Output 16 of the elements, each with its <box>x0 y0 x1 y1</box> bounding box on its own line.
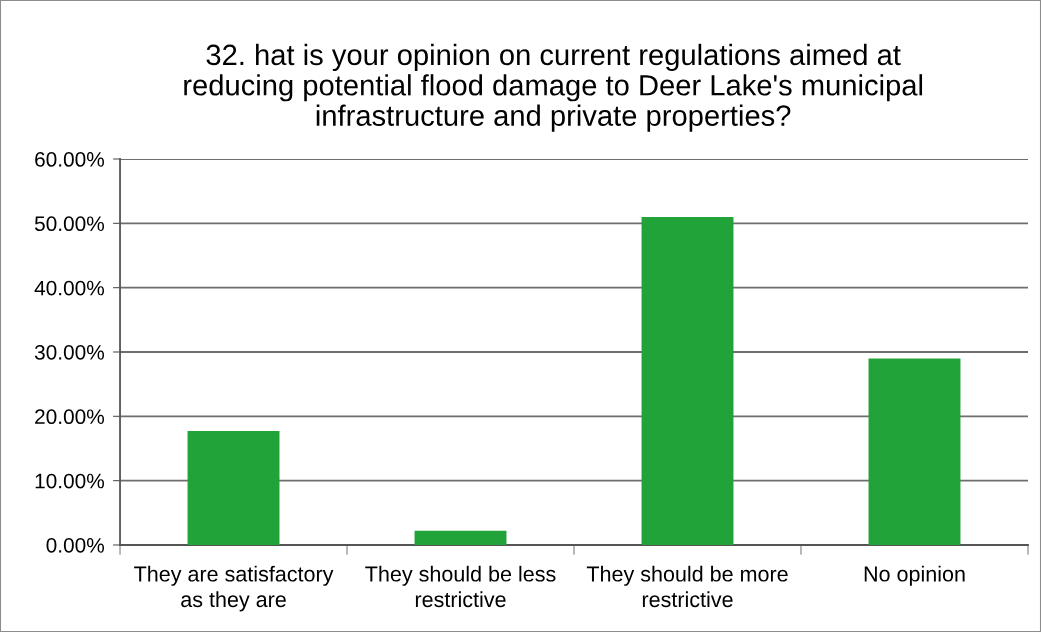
x-tick-label: No opinion <box>864 565 965 586</box>
x-tick-label: They should be more restrictive <box>586 565 788 608</box>
y-tick-label: 50.00% <box>34 216 105 232</box>
y-tick-label: 40.00% <box>34 280 105 296</box>
bar <box>641 216 734 545</box>
bar <box>414 530 507 545</box>
y-tick-label: 0.00% <box>46 537 105 553</box>
x-tick-label: They should be less restrictive <box>365 565 556 608</box>
y-tick-label: 10.00% <box>35 473 105 489</box>
bar <box>868 358 961 545</box>
y-tick-label: 30.00% <box>34 344 105 360</box>
y-tick-label: 20.00% <box>35 409 105 425</box>
x-tick-label: They are satisfactory as they are <box>134 565 334 612</box>
bar <box>187 431 280 545</box>
y-tick-label: 60.00% <box>35 152 105 167</box>
chart-title: 32. hat is your opinion on current regulations aimed at reducing potential flood damage to Deer Lake's municipal infrastructure and private properties? <box>184 43 923 132</box>
